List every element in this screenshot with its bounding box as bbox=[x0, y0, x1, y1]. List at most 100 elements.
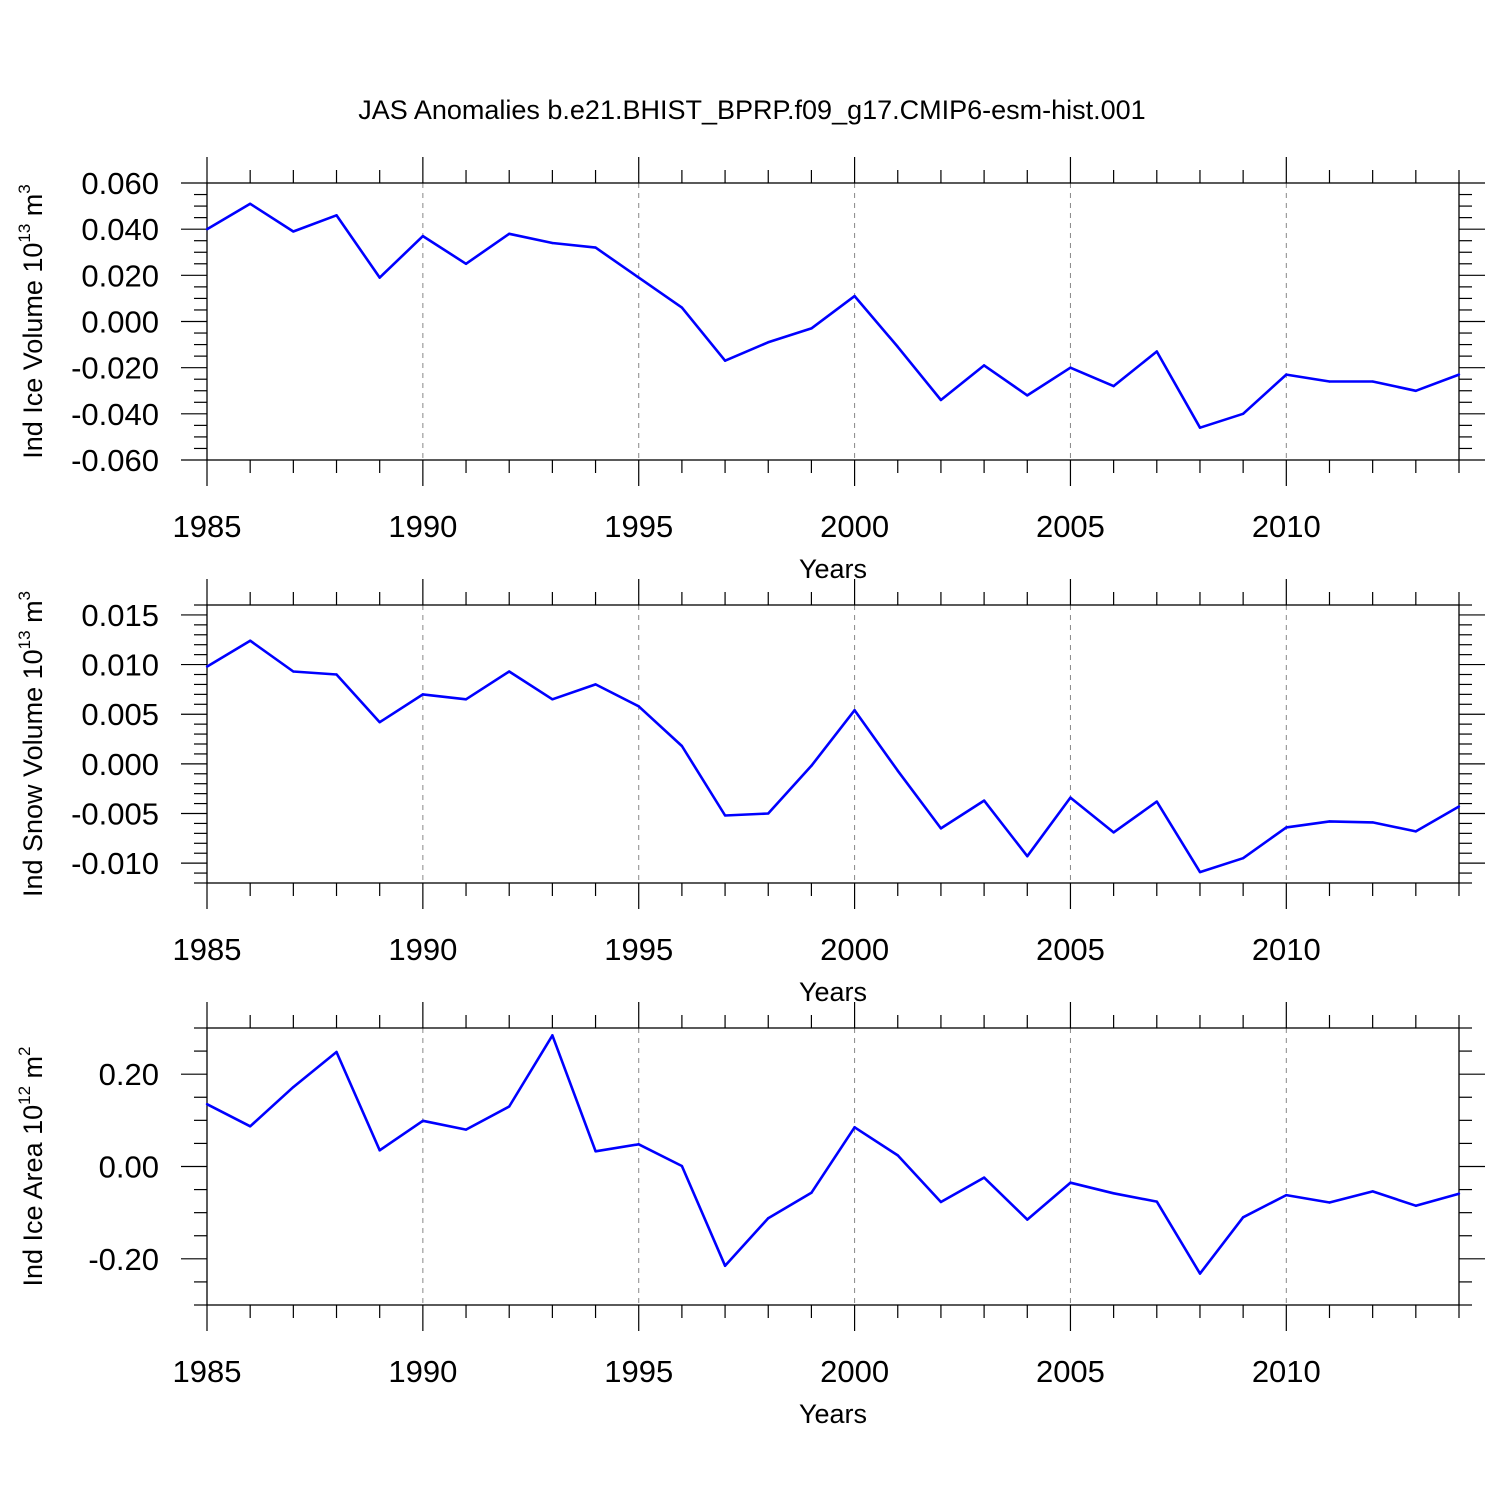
data-point bbox=[292, 670, 295, 673]
data-point bbox=[939, 1200, 943, 1204]
data-point bbox=[1069, 1181, 1072, 1184]
x-tick-label: 1985 bbox=[173, 509, 242, 544]
data-point bbox=[1414, 1204, 1418, 1207]
y-tick-label: 0.010 bbox=[81, 648, 159, 683]
y-axis-label-exp: 13 bbox=[15, 224, 34, 243]
data-point bbox=[1155, 350, 1158, 353]
series-line bbox=[206, 639, 1460, 874]
data-point bbox=[1414, 830, 1418, 833]
x-tick-label: 2010 bbox=[1252, 932, 1321, 967]
data-point bbox=[335, 673, 338, 676]
y-tick-label: 0.015 bbox=[81, 598, 159, 633]
data-point bbox=[248, 639, 252, 642]
data-point bbox=[508, 232, 511, 235]
x-tick-label: 2000 bbox=[820, 509, 889, 544]
data-point bbox=[378, 1149, 381, 1152]
y-axis-label-unit-exp: 3 bbox=[15, 591, 34, 600]
data-point bbox=[1457, 805, 1461, 808]
data-point bbox=[1026, 394, 1029, 397]
data-point bbox=[767, 1217, 770, 1220]
data-point bbox=[1112, 1192, 1115, 1195]
x-tick-label: 1985 bbox=[173, 1354, 242, 1389]
data-point bbox=[248, 1125, 252, 1128]
plot-frame bbox=[206, 1027, 1460, 1306]
data-point bbox=[378, 276, 381, 279]
data-point bbox=[335, 214, 338, 217]
y-axis-label-unit: m bbox=[18, 600, 48, 630]
x-tick-label: 2000 bbox=[820, 1354, 889, 1389]
data-point bbox=[896, 345, 899, 349]
data-point bbox=[896, 769, 899, 773]
data-point bbox=[723, 1264, 727, 1267]
data-point bbox=[508, 1105, 511, 1108]
data-point bbox=[1414, 389, 1418, 392]
data-point bbox=[680, 744, 684, 748]
x-axis-label: Years bbox=[799, 977, 867, 1007]
series-line bbox=[206, 1034, 1460, 1275]
y-tick-label: 0.000 bbox=[81, 747, 159, 782]
x-tick-label: 1990 bbox=[388, 509, 457, 544]
data-point bbox=[464, 262, 468, 265]
x-tick-label: 1990 bbox=[388, 1354, 457, 1389]
data-point bbox=[421, 1119, 425, 1122]
y-axis-label-unit: m bbox=[18, 194, 48, 224]
data-point bbox=[421, 693, 425, 696]
data-point bbox=[982, 799, 986, 802]
data-point bbox=[594, 683, 597, 686]
data-point bbox=[810, 1191, 813, 1195]
data-point bbox=[551, 241, 554, 245]
data-point bbox=[292, 1085, 295, 1089]
data-point bbox=[896, 1154, 899, 1157]
data-point bbox=[1285, 826, 1288, 829]
data-point bbox=[1026, 854, 1029, 858]
data-point bbox=[1198, 1272, 1202, 1275]
data-point bbox=[335, 1050, 338, 1054]
data-point bbox=[939, 398, 943, 402]
y-axis-label-unit: m bbox=[18, 1056, 48, 1086]
data-point bbox=[637, 276, 640, 279]
data-point bbox=[680, 1164, 684, 1168]
data-point bbox=[292, 230, 295, 233]
data-point bbox=[637, 705, 640, 708]
y-tick-label: -0.20 bbox=[88, 1242, 159, 1277]
data-point bbox=[637, 1143, 640, 1146]
data-point bbox=[1155, 1200, 1158, 1203]
data-point bbox=[680, 306, 684, 309]
y-tick-label: -0.010 bbox=[71, 846, 159, 881]
data-point bbox=[939, 827, 943, 830]
panel-2: 0.015 0.010 0.005 0.000 -0.005 -0.010 1985 1990… bbox=[15, 579, 1485, 1007]
data-point bbox=[1457, 373, 1461, 376]
y-axis-label-unit-exp: 3 bbox=[15, 184, 34, 193]
data-point bbox=[1241, 856, 1245, 860]
data-point bbox=[1069, 366, 1072, 369]
x-tick-label: 2005 bbox=[1036, 1354, 1105, 1389]
x-tick-label: 2005 bbox=[1036, 509, 1105, 544]
data-point bbox=[1371, 821, 1374, 824]
y-axis-label-exp: 13 bbox=[15, 630, 34, 649]
data-point bbox=[1198, 870, 1202, 874]
data-point bbox=[551, 698, 554, 701]
data-point bbox=[1112, 384, 1115, 388]
panel-3: 0.20 0.00 -0.20 1985 1990 1995 2000 2005 2010 Yea… bbox=[15, 1002, 1485, 1429]
y-tick-label: 0.00 bbox=[99, 1150, 159, 1185]
x-tick-label: 1990 bbox=[388, 932, 457, 967]
panels: 0.060 0.040 0.020 0.000 -0.020 -0.040 -0.060 19… bbox=[15, 157, 1485, 1429]
data-point bbox=[723, 359, 727, 362]
data-point bbox=[205, 1102, 209, 1106]
y-tick-label: 0.020 bbox=[81, 258, 159, 293]
y-axis-label-main: Ind Ice Area 10 bbox=[18, 1105, 48, 1287]
data-point bbox=[205, 227, 209, 231]
data-point bbox=[421, 234, 425, 238]
data-point bbox=[982, 1176, 986, 1179]
y-axis-label-unit-exp: 2 bbox=[15, 1046, 34, 1055]
y-tick-label: 0.040 bbox=[81, 212, 159, 247]
y-axis-label-main: Ind Snow Volume 10 bbox=[18, 649, 48, 897]
data-point bbox=[594, 1150, 597, 1153]
x-tick-label: 2010 bbox=[1252, 509, 1321, 544]
data-point bbox=[1285, 373, 1288, 376]
data-point bbox=[1285, 1193, 1288, 1197]
data-point bbox=[810, 327, 813, 330]
data-point bbox=[1112, 831, 1115, 834]
data-point bbox=[1371, 1190, 1374, 1193]
